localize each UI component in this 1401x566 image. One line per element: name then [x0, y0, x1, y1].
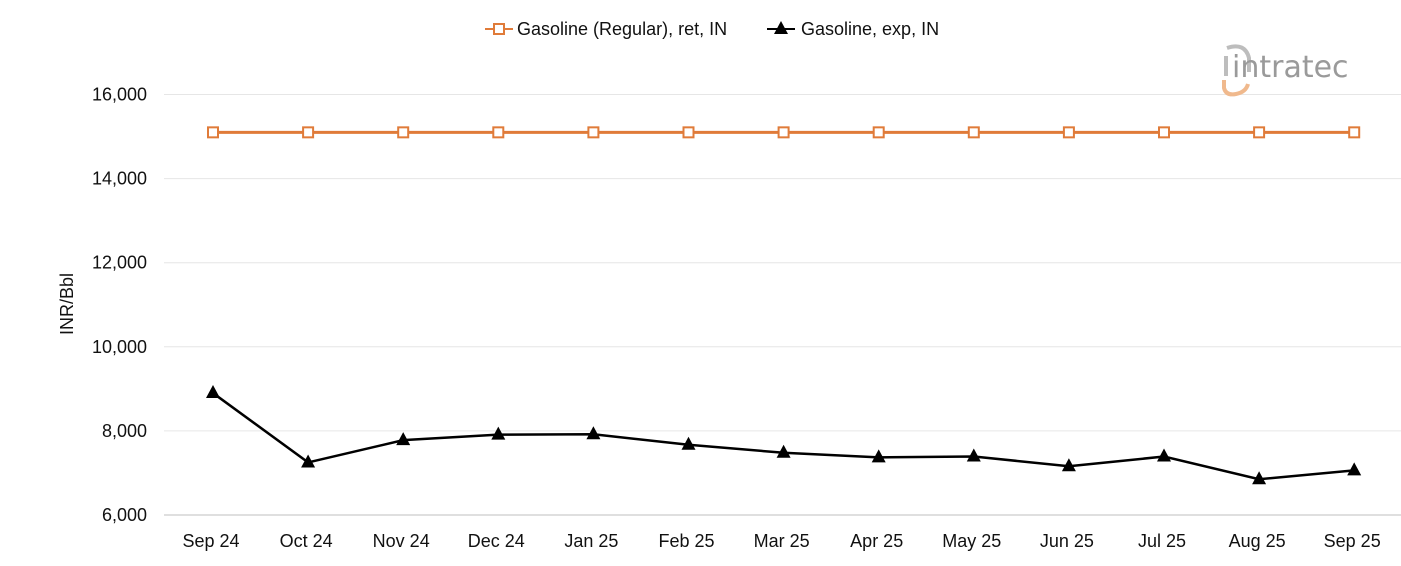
data-point-square: [1348, 126, 1361, 139]
data-point-square: [1253, 126, 1266, 139]
data-point-square: [1158, 126, 1170, 139]
data-point-square: [587, 126, 600, 139]
x-tick-label: Aug 25: [1229, 531, 1286, 551]
data-point-triangle: [1157, 448, 1171, 462]
y-tick-label: 10,000: [92, 337, 147, 357]
logo-icon: [1222, 44, 1251, 97]
legend-label: Gasoline (Regular), ret, IN: [517, 19, 727, 39]
data-point-triangle: [301, 454, 316, 468]
legend-label: Gasoline, exp, IN: [801, 19, 939, 39]
data-point-triangle: [871, 449, 886, 463]
x-tick-label: Apr 25: [850, 531, 903, 551]
legend-square-marker: [493, 23, 505, 35]
x-tick-label: Nov 24: [373, 531, 430, 551]
logo-text: intratec: [1232, 50, 1349, 85]
y-axis-title: INR/Bbl: [57, 273, 77, 335]
data-point-triangle: [1252, 471, 1267, 485]
data-point-triangle: [206, 385, 220, 399]
x-tick-label: Sep 25: [1324, 531, 1381, 551]
x-tick-label: Jan 25: [564, 531, 618, 551]
gridlines: [164, 94, 1401, 432]
x-tick-label: Mar 25: [754, 531, 810, 551]
series-lines: [206, 126, 1362, 485]
y-tick-label: 14,000: [92, 169, 147, 189]
data-point-triangle: [776, 444, 791, 458]
y-tick-label: 6,000: [102, 505, 147, 525]
data-point-square: [397, 126, 410, 139]
axes: 6,000 8,000 10,000 12,000 14,000 16,000 Sep 24…: [57, 85, 1401, 551]
data-point-triangle: [586, 426, 601, 440]
y-tick-label: 8,000: [102, 421, 147, 441]
y-tick-label: 12,000: [92, 253, 147, 273]
x-tick-label: Oct 24: [280, 531, 333, 551]
x-tick-label: Jul 25: [1138, 531, 1186, 551]
series-line-2: [212, 392, 1355, 481]
data-point-triangle: [966, 448, 981, 462]
data-point-square: [682, 126, 695, 139]
x-tick-label: May 25: [942, 531, 1001, 551]
data-point-triangle: [396, 432, 411, 446]
legend: Gasoline (Regular), ret, IN Gasoline, exp…: [485, 19, 939, 39]
legend-triangle-marker: [774, 21, 788, 34]
x-tick-label: Feb 25: [658, 531, 714, 551]
y-tick-label: 16,000: [92, 85, 147, 105]
data-point-triangle: [1061, 458, 1076, 472]
data-point-square: [207, 126, 219, 139]
intratec-logo: intratec: [1222, 44, 1349, 97]
x-tick-label: Dec 24: [468, 531, 525, 551]
data-point-square: [302, 126, 315, 139]
x-tick-label: Sep 24: [182, 531, 239, 551]
legend-item-1: Gasoline (Regular), ret, IN: [485, 19, 727, 39]
data-point-triangle: [681, 436, 696, 450]
data-point-square: [967, 126, 980, 139]
data-point-triangle: [1347, 462, 1362, 476]
data-point-square: [872, 126, 885, 139]
data-point-square: [1062, 126, 1075, 139]
x-tick-label: Jun 25: [1040, 531, 1094, 551]
data-point-square: [492, 126, 505, 139]
data-point-square: [777, 126, 790, 139]
data-point-triangle: [491, 426, 506, 440]
legend-item-2: Gasoline, exp, IN: [767, 19, 939, 39]
